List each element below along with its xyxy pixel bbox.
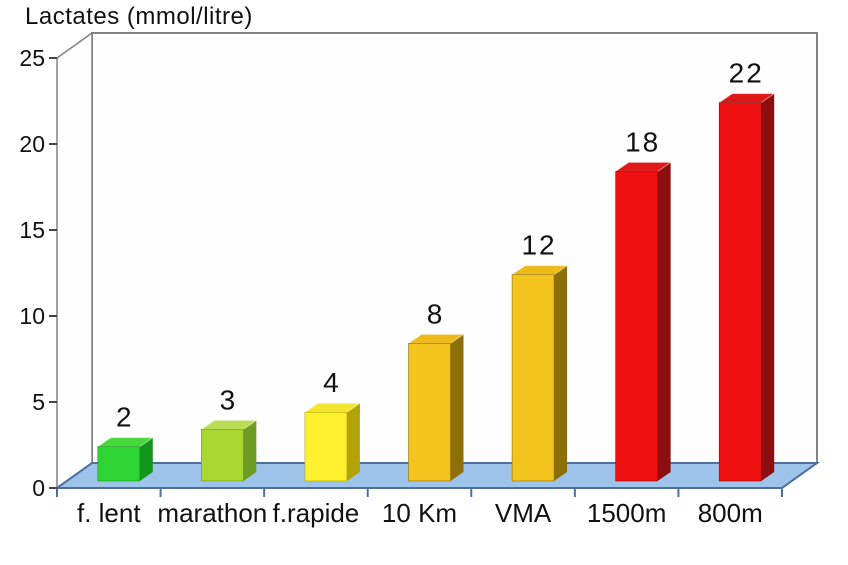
bar-vma <box>510 265 569 482</box>
bar-front-face <box>408 343 451 482</box>
y-tick-label: 10 <box>19 303 45 329</box>
bar-value-label: 3 <box>220 384 238 415</box>
y-tick-label: 15 <box>19 217 45 243</box>
bar-value-label: 2 <box>116 402 134 433</box>
bar-front-face <box>304 411 348 482</box>
category-label: f.rapide <box>273 498 360 528</box>
category-label: 1500m <box>587 498 667 528</box>
category-label: marathon <box>157 498 267 528</box>
bar-f-rapide <box>303 402 362 482</box>
bar-side-face <box>657 162 671 481</box>
bar-1500m <box>614 161 673 482</box>
y-tick-label: 25 <box>19 45 45 71</box>
bar-side-face <box>450 334 464 481</box>
bar-front-face <box>615 171 658 482</box>
chart-title: Lactates (mmol/litre) <box>25 3 253 30</box>
bar-value-label: 12 <box>521 230 556 261</box>
category-label: f. lent <box>77 498 141 528</box>
bar-front-face <box>511 274 555 482</box>
category-label: 800m <box>698 498 763 528</box>
category-label: 10 Km <box>382 498 457 528</box>
bar-value-label: 8 <box>427 298 445 329</box>
bar-side-face <box>243 420 257 481</box>
category-label: VMA <box>495 498 552 528</box>
bar-side-face <box>554 265 568 481</box>
bar-10-km <box>406 333 466 482</box>
bar-800m <box>717 93 776 482</box>
left-wall <box>56 31 93 490</box>
bar-side-face <box>346 403 360 481</box>
bar-front-face <box>718 102 762 482</box>
bar-front-face <box>201 429 244 482</box>
y-tick-label: 20 <box>19 131 45 157</box>
bar-value-label: 18 <box>625 126 660 157</box>
y-tick-label: 0 <box>32 475 45 501</box>
bar-marathon <box>199 419 258 482</box>
bar-side-face <box>761 93 775 481</box>
bar-value-label: 22 <box>729 58 764 89</box>
bar-front-face <box>97 446 141 482</box>
bar-value-label: 4 <box>323 367 341 398</box>
y-tick-label: 5 <box>32 389 45 415</box>
bar-f-lent <box>96 437 155 482</box>
bar-side-face <box>139 437 153 481</box>
